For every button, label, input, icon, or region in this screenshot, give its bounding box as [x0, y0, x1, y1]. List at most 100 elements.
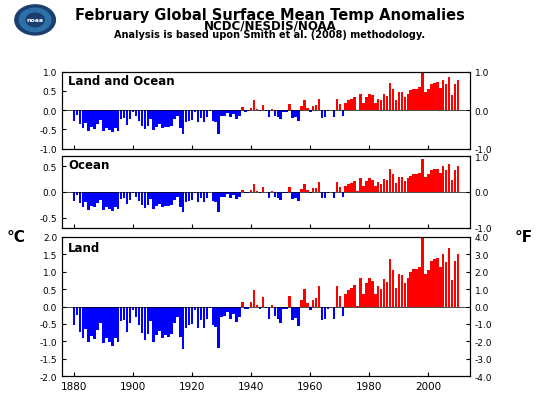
Bar	[212, 111, 214, 121]
Bar	[448, 77, 450, 111]
Bar	[156, 193, 158, 206]
Bar	[430, 85, 433, 111]
Bar	[333, 193, 335, 198]
Bar	[79, 307, 81, 332]
Bar	[173, 111, 176, 120]
Bar	[146, 111, 149, 127]
Bar	[345, 103, 347, 111]
Bar	[285, 193, 288, 194]
Bar	[179, 111, 181, 128]
Bar	[380, 184, 382, 193]
Bar	[126, 307, 129, 333]
Bar	[182, 111, 185, 135]
Bar	[265, 307, 267, 308]
Bar	[386, 97, 388, 111]
Bar	[191, 307, 193, 324]
Bar	[374, 294, 376, 307]
Bar	[291, 111, 294, 119]
Text: NCDC/NESDIS/NOAA: NCDC/NESDIS/NOAA	[204, 20, 336, 33]
Bar	[445, 262, 448, 307]
Bar	[427, 175, 430, 193]
Text: February Global Surface Mean Temp Anomalies: February Global Surface Mean Temp Anomal…	[75, 8, 465, 23]
Bar	[365, 283, 368, 307]
Bar	[120, 307, 123, 322]
Bar	[161, 111, 164, 128]
Bar	[226, 193, 229, 195]
Text: Land: Land	[68, 241, 100, 254]
Bar	[152, 307, 155, 342]
Bar	[392, 175, 394, 193]
Bar	[96, 307, 99, 330]
Bar	[232, 111, 235, 115]
Bar	[413, 175, 415, 193]
Bar	[214, 111, 217, 122]
Bar	[386, 181, 388, 193]
Bar	[253, 101, 255, 111]
Bar	[451, 96, 453, 111]
Bar	[208, 307, 211, 308]
Bar	[282, 111, 285, 112]
Bar	[407, 94, 409, 111]
Bar	[359, 279, 362, 307]
Bar	[164, 193, 167, 206]
Bar	[73, 193, 75, 202]
Bar	[327, 307, 329, 309]
Bar	[105, 111, 107, 129]
Bar	[200, 307, 202, 320]
Bar	[312, 300, 314, 307]
Bar	[99, 307, 102, 324]
Bar	[276, 111, 279, 118]
Bar	[134, 111, 137, 117]
Bar	[132, 111, 134, 113]
Bar	[454, 171, 456, 193]
Bar	[120, 193, 123, 199]
Bar	[421, 159, 424, 193]
Bar	[306, 109, 308, 111]
Bar	[439, 88, 442, 111]
Bar	[76, 111, 78, 115]
Bar	[451, 180, 453, 193]
Bar	[303, 290, 306, 307]
Bar	[268, 193, 270, 198]
Bar	[170, 111, 173, 127]
Bar	[200, 111, 202, 119]
Bar	[158, 307, 161, 331]
Bar	[144, 111, 146, 130]
Bar	[158, 193, 161, 204]
Bar	[347, 101, 350, 111]
Bar	[409, 273, 412, 307]
Bar	[194, 193, 197, 194]
Bar	[442, 167, 444, 193]
Bar	[114, 307, 117, 338]
Bar	[335, 287, 338, 307]
Bar	[214, 307, 217, 327]
Bar	[167, 111, 170, 128]
Bar	[265, 111, 267, 112]
Bar	[448, 164, 450, 193]
Bar	[253, 184, 255, 193]
Bar	[238, 193, 241, 197]
Text: noaa: noaa	[26, 18, 44, 23]
Bar	[185, 307, 187, 328]
Bar	[96, 111, 99, 124]
Bar	[276, 307, 279, 319]
Bar	[170, 193, 173, 206]
Bar	[324, 193, 326, 198]
Bar	[114, 111, 117, 129]
Bar	[134, 193, 137, 197]
Bar	[161, 307, 164, 338]
Bar	[93, 111, 96, 129]
Bar	[188, 193, 191, 202]
Bar	[271, 192, 273, 193]
Bar	[138, 193, 140, 201]
Bar	[318, 99, 320, 111]
Bar	[102, 193, 105, 211]
Bar	[191, 111, 193, 121]
Bar	[433, 169, 436, 193]
Bar	[280, 111, 282, 120]
Bar	[87, 111, 90, 131]
Bar	[333, 111, 335, 118]
Bar	[397, 92, 400, 111]
Bar	[150, 307, 152, 321]
Bar	[230, 111, 232, 118]
